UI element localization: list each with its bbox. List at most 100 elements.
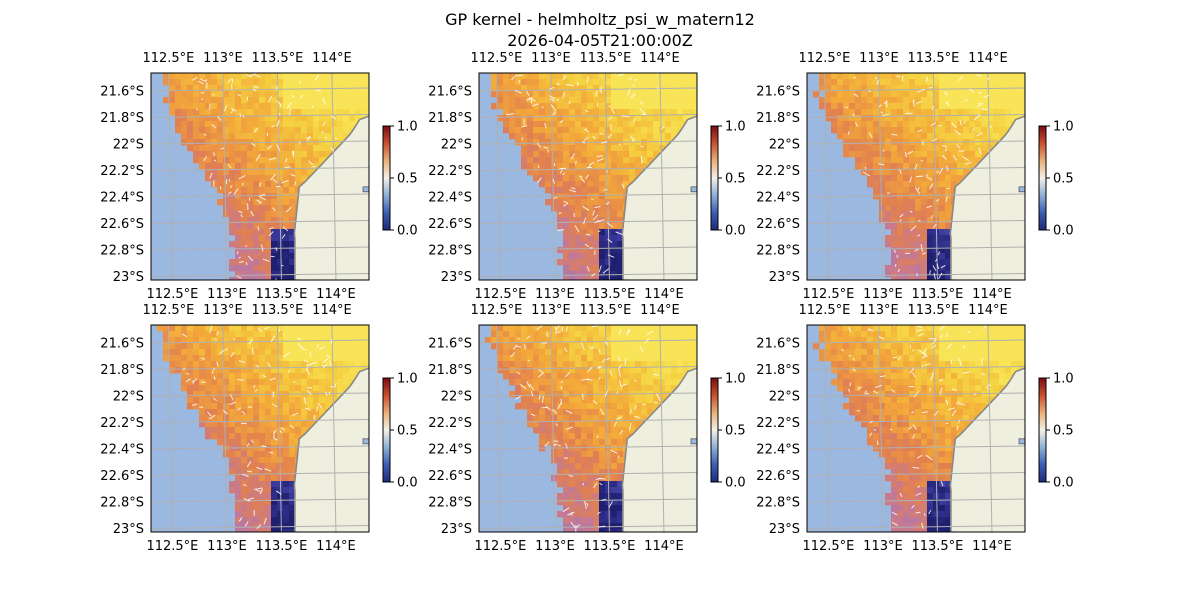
velocity-arrow: [653, 373, 659, 376]
heatmap-cell: [581, 463, 588, 470]
heatmap-cell: [933, 331, 940, 338]
heatmap-cell: [289, 355, 296, 362]
velocity-arrow: [270, 255, 275, 258]
heatmap-cell: [1011, 361, 1018, 368]
heatmap-cell: [635, 409, 642, 416]
heatmap-cell: [575, 127, 582, 134]
heatmap-cell: [611, 79, 618, 86]
heatmap-cell: [569, 409, 576, 416]
colorbar: [382, 125, 391, 231]
velocity-arrow: [209, 172, 213, 179]
heatmap-cell: [665, 367, 672, 374]
heatmap-cell: [337, 343, 344, 350]
heatmap-cell: [957, 85, 964, 92]
heatmap-cell: [235, 433, 242, 440]
colorbar-tick-label: 0.5: [1053, 172, 1074, 187]
velocity-arrow: [640, 101, 644, 105]
heatmap-cell: [837, 103, 844, 110]
heatmap-cell: [617, 457, 624, 464]
heatmap-cell: [563, 487, 570, 494]
velocity-arrow: [219, 186, 222, 190]
heatmap-cell: [331, 367, 338, 374]
heatmap-cell: [175, 79, 182, 86]
heatmap-cell: [175, 367, 182, 374]
heatmap-cell: [909, 91, 916, 98]
heatmap-cell: [629, 397, 636, 404]
heatmap-cell: [599, 73, 606, 80]
heatmap-cell: [521, 361, 528, 368]
velocity-arrow: [252, 88, 257, 92]
heatmap-cell: [295, 379, 302, 386]
heatmap-cell: [915, 199, 922, 206]
heatmap-cell: [301, 403, 308, 410]
heatmap-cell: [569, 85, 576, 92]
heatmap-cell: [861, 349, 868, 356]
heatmap-cell: [623, 103, 630, 110]
heatmap-cell: [963, 157, 970, 164]
heatmap-cell: [599, 451, 606, 458]
heatmap-cell: [539, 139, 546, 146]
heatmap-cell: [927, 259, 934, 266]
heatmap-cell: [539, 415, 546, 422]
heatmap-cell: [289, 331, 296, 338]
heatmap-cell: [217, 325, 224, 332]
heatmap-cell: [939, 73, 946, 80]
heatmap-cell: [933, 91, 940, 98]
heatmap-cell: [635, 385, 642, 392]
land-polygon: [293, 367, 369, 532]
velocity-arrow: [267, 362, 271, 367]
heatmap-cell: [521, 385, 528, 392]
velocity-arrow: [278, 329, 281, 332]
heatmap-cell: [509, 331, 516, 338]
heatmap-cell: [849, 355, 856, 362]
velocity-arrow: [297, 343, 304, 350]
velocity-arrow: [285, 206, 292, 213]
heatmap-cell: [909, 403, 916, 410]
heatmap-cell: [909, 445, 916, 452]
heatmap-cell: [343, 331, 350, 338]
heatmap-cell: [981, 151, 988, 158]
heatmap-cell: [599, 223, 606, 230]
heatmap-cell: [569, 127, 576, 134]
heatmap-cell: [551, 403, 558, 410]
heatmap-cell: [921, 379, 928, 386]
heatmap-cell: [277, 493, 284, 500]
heatmap-cell: [897, 331, 904, 338]
heatmap-cell: [897, 157, 904, 164]
heatmap-cell: [963, 397, 970, 404]
map-content-3: [807, 73, 1025, 280]
heatmap-cell: [987, 115, 994, 122]
heatmap-cell: [241, 241, 248, 248]
heatmap-cell: [235, 85, 242, 92]
heatmap-cell: [337, 379, 344, 386]
heatmap-cell: [635, 91, 642, 98]
heatmap-cell: [539, 85, 546, 92]
heatmap-cell: [277, 529, 284, 532]
heatmap-cell: [599, 91, 606, 98]
heatmap-cell: [569, 523, 576, 530]
heatmap-cell: [211, 175, 218, 182]
heatmap-cell: [861, 133, 868, 140]
heatmap-cell: [277, 247, 284, 254]
heatmap-cell: [581, 217, 588, 224]
heatmap-cell: [307, 373, 314, 380]
velocity-arrow: [597, 219, 605, 223]
heatmap-cell: [849, 349, 856, 356]
heatmap-cell: [355, 73, 362, 80]
heatmap-cell: [641, 163, 648, 170]
heatmap-cell: [247, 235, 254, 242]
heatmap-cell: [349, 73, 356, 80]
heatmap-cell: [915, 355, 922, 362]
heatmap-cell: [641, 91, 648, 98]
heatmap-cell: [259, 379, 266, 386]
heatmap-cell: [587, 85, 594, 92]
velocity-arrow: [599, 408, 605, 416]
heatmap-cell: [885, 73, 892, 80]
heatmap-cell: [987, 379, 994, 386]
heatmap-cell: [695, 73, 697, 80]
heatmap-cell: [181, 337, 188, 344]
heatmap-cell: [885, 385, 892, 392]
velocity-arrow: [207, 411, 212, 417]
heatmap-cell: [897, 379, 904, 386]
heatmap-cell: [283, 529, 290, 532]
